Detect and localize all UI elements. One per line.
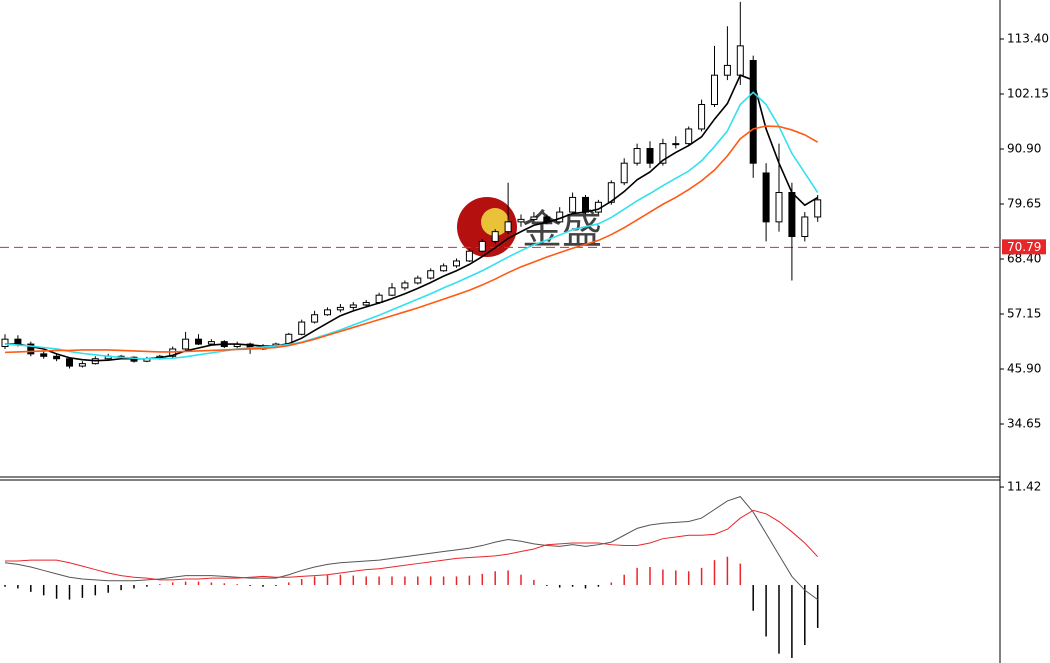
candle-body <box>504 221 512 233</box>
y-tick-label: 68.40 <box>1007 252 1041 266</box>
candle-body <box>582 196 589 213</box>
candle-body <box>478 240 486 252</box>
candle-body <box>659 143 667 164</box>
candle-body <box>375 294 383 304</box>
y-tick-label: 90.90 <box>1007 142 1041 156</box>
candle-body <box>749 60 757 164</box>
candle-body <box>762 172 770 223</box>
y-tick-label: 45.90 <box>1007 362 1041 376</box>
candle-body <box>788 192 796 238</box>
indicator-line <box>4 125 819 354</box>
candle-body <box>311 314 319 323</box>
candle-body <box>27 343 35 355</box>
candle-body <box>324 309 331 316</box>
candle-body <box>1 338 9 348</box>
candle-body <box>427 270 435 279</box>
y-tick-label: 113.40 <box>1007 32 1049 46</box>
candle-body <box>78 363 86 367</box>
current-price-box <box>1002 239 1046 255</box>
candle-body <box>698 104 706 130</box>
candle-body <box>814 199 822 218</box>
candle-body <box>530 216 538 220</box>
y-tick-label: 11.42 <box>1007 480 1041 494</box>
candle-body <box>775 192 783 223</box>
candle-body <box>349 304 357 308</box>
indicator-line <box>5 74 819 362</box>
candle-body <box>620 162 628 184</box>
candle-body <box>207 341 215 345</box>
y-tick-label: 34.65 <box>1007 417 1041 431</box>
candle-body <box>440 265 448 272</box>
y-tick-label: 102.15 <box>1007 87 1049 101</box>
candle-body <box>672 143 680 146</box>
candle-body <box>801 216 809 238</box>
candle-body <box>388 287 396 296</box>
candle-body <box>517 218 525 223</box>
indicator-line <box>4 91 819 360</box>
candle-body <box>491 231 499 242</box>
candle-body <box>336 306 344 311</box>
candle-body <box>66 358 73 367</box>
candle-body <box>607 182 615 203</box>
y-tick-label: 79.65 <box>1007 197 1041 211</box>
candle-body <box>685 128 693 145</box>
candle-body <box>723 64 731 76</box>
candle-body <box>401 282 409 289</box>
candle-body <box>195 338 202 345</box>
candle-body <box>711 74 718 106</box>
candle-body <box>182 338 190 350</box>
indicator-line <box>4 496 818 601</box>
candle-body <box>362 302 370 306</box>
candle-body <box>633 148 641 164</box>
candle-body <box>40 353 48 357</box>
candle-body <box>465 250 473 262</box>
candle-body <box>646 148 654 164</box>
candle-body <box>569 196 577 213</box>
candle-body <box>736 45 744 76</box>
current-price-label: 70.79 <box>1007 240 1041 254</box>
y-tick-label: 57.15 <box>1007 307 1041 321</box>
candle-body <box>53 355 61 360</box>
indicator-line <box>5 509 819 581</box>
candle-body <box>414 277 422 284</box>
candle-body <box>298 321 306 335</box>
candle-body <box>453 260 460 267</box>
